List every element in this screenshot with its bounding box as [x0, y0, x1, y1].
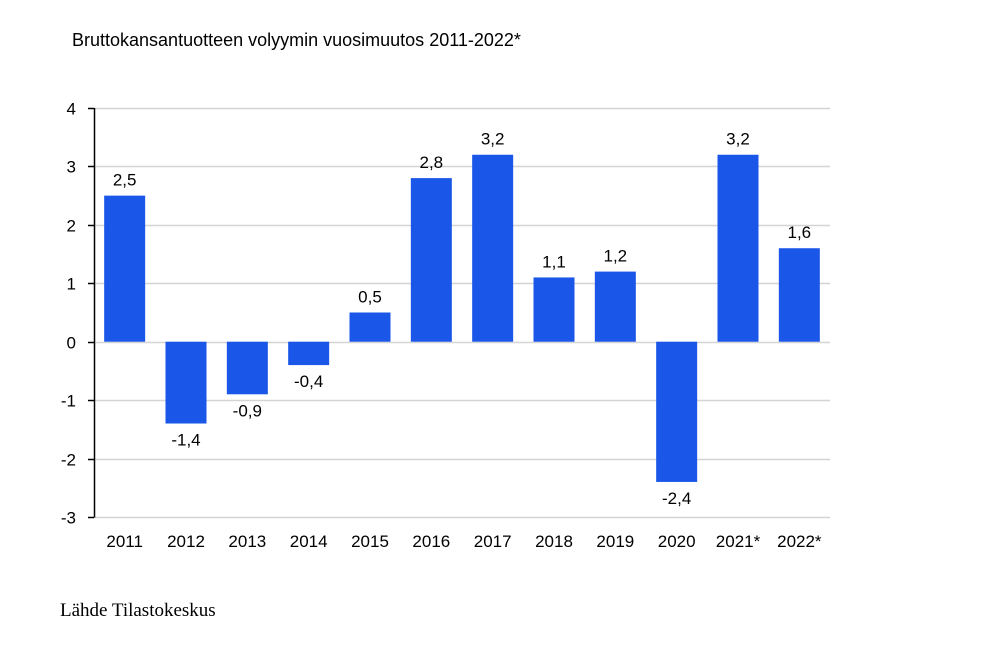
bar [226, 341, 268, 395]
axes: 4 3 2 1 0 -1 -2 -3 2011 2012 2013 2014 2015 2016 2017 2… [61, 100, 822, 552]
data-label: 1,1 [542, 252, 566, 271]
x-tick-label: 2022* [777, 532, 822, 551]
data-label: 1,6 [788, 223, 812, 242]
bar [288, 341, 330, 366]
bar [165, 341, 207, 424]
bar [656, 341, 698, 482]
data-label: 2,5 [113, 171, 137, 190]
x-tick-label: 2016 [412, 532, 450, 551]
y-tick-label: -3 [61, 509, 76, 528]
x-tick-label: 2015 [351, 532, 389, 551]
x-tick-label: 2012 [167, 532, 205, 551]
data-label: 2,8 [420, 153, 444, 172]
x-tick-label: 2018 [535, 532, 573, 551]
data-label: -0,9 [233, 401, 262, 420]
bar [717, 154, 759, 342]
data-label: -0,4 [294, 372, 323, 391]
x-tick-label: 2011 [106, 532, 143, 551]
data-label: 3,2 [726, 130, 750, 149]
x-tick-label: 2017 [474, 532, 512, 551]
y-tick-label: 0 [67, 334, 76, 353]
bars [104, 154, 820, 482]
data-label: -1,4 [171, 431, 200, 450]
y-tick-label: -1 [61, 392, 76, 411]
y-tick-label: -2 [61, 451, 76, 470]
bar [778, 248, 820, 342]
data-label: -2,4 [662, 489, 691, 508]
x-tick-label: 2013 [228, 532, 266, 551]
y-tick-label: 4 [67, 100, 76, 119]
x-tick-label: 2021* [716, 532, 761, 551]
y-tick-label: 1 [67, 275, 76, 294]
y-tick-label: 2 [67, 217, 76, 236]
bar [594, 271, 636, 342]
bar [349, 312, 391, 342]
x-tick-label: 2020 [658, 532, 696, 551]
bar [472, 154, 514, 342]
bar [104, 195, 146, 342]
source-note: Lähde Tilastokeskus [60, 600, 216, 621]
bar [410, 178, 452, 342]
chart-title: Bruttokansantuotteen volyymin vuosimuuto… [72, 30, 521, 50]
data-label: 1,2 [604, 247, 628, 266]
data-label: 3,2 [481, 130, 505, 149]
y-tick-label: 3 [67, 158, 76, 177]
data-label: 0,5 [358, 288, 382, 307]
x-tick-label: 2019 [596, 532, 634, 551]
gridlines [94, 107, 830, 519]
data-labels: 2,5 -1,4 -0,9 -0,4 0,5 2,8 3,2 1,1 1,2 -2,4 3,2 1,6 [113, 130, 811, 508]
bar [533, 277, 575, 342]
x-tick-label: 2014 [290, 532, 328, 551]
